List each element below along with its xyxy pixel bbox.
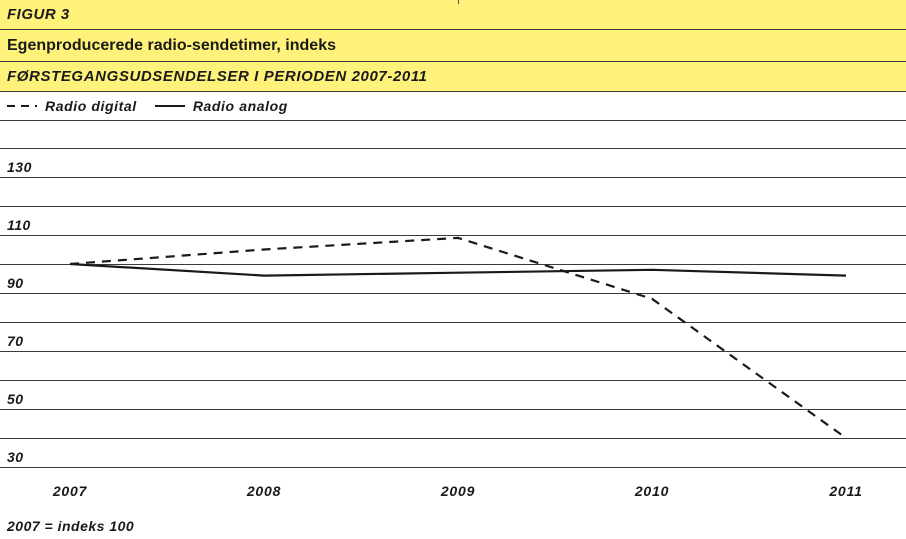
title-band: Egenproducerede radio-sendetimer, indeks (0, 30, 906, 62)
legend: Radio digital Radio analog (7, 94, 288, 118)
figure-label-band: FIGUR 3 (0, 0, 906, 30)
y-tick-label-130: 130 (7, 159, 32, 175)
y-tick-label-110: 110 (7, 217, 31, 233)
x-tick-label-2009: 2009 (440, 483, 475, 499)
x-tick-label-2007: 2007 (52, 483, 88, 499)
legend-item-analog: Radio analog (154, 98, 288, 114)
chart-subtitle: FØRSTEGANGSUDSENDELSER I PERIODEN 2007-2… (7, 68, 428, 85)
y-tick-label-70: 70 (7, 333, 24, 349)
top-tick-mark (458, 0, 459, 4)
series-line-radio-digital (69, 236, 847, 439)
solid-line-swatch-icon (154, 105, 185, 107)
figure-label: FIGUR 3 (7, 6, 70, 23)
legend-item-digital: Radio digital (7, 98, 137, 114)
legend-label-digital: Radio digital (45, 98, 137, 114)
x-tick-label-2010: 2010 (634, 483, 669, 499)
x-tick-label-2008: 2008 (246, 483, 281, 499)
chart-title: Egenproducerede radio-sendetimer, indeks (7, 37, 336, 54)
legend-label-analog: Radio analog (192, 98, 288, 114)
y-tick-label-90: 90 (7, 275, 24, 291)
series-line-radio-analog (69, 262, 847, 277)
footnote: 2007 = indeks 100 (7, 518, 135, 534)
y-tick-label-30: 30 (7, 449, 24, 465)
x-tick-label-2011: 2011 (828, 483, 862, 499)
y-tick-label-50: 50 (7, 391, 24, 407)
subtitle-band: FØRSTEGANGSUDSENDELSER I PERIODEN 2007-2… (0, 62, 906, 92)
dashed-line-swatch-icon (7, 105, 37, 107)
legend-divider (0, 120, 906, 121)
